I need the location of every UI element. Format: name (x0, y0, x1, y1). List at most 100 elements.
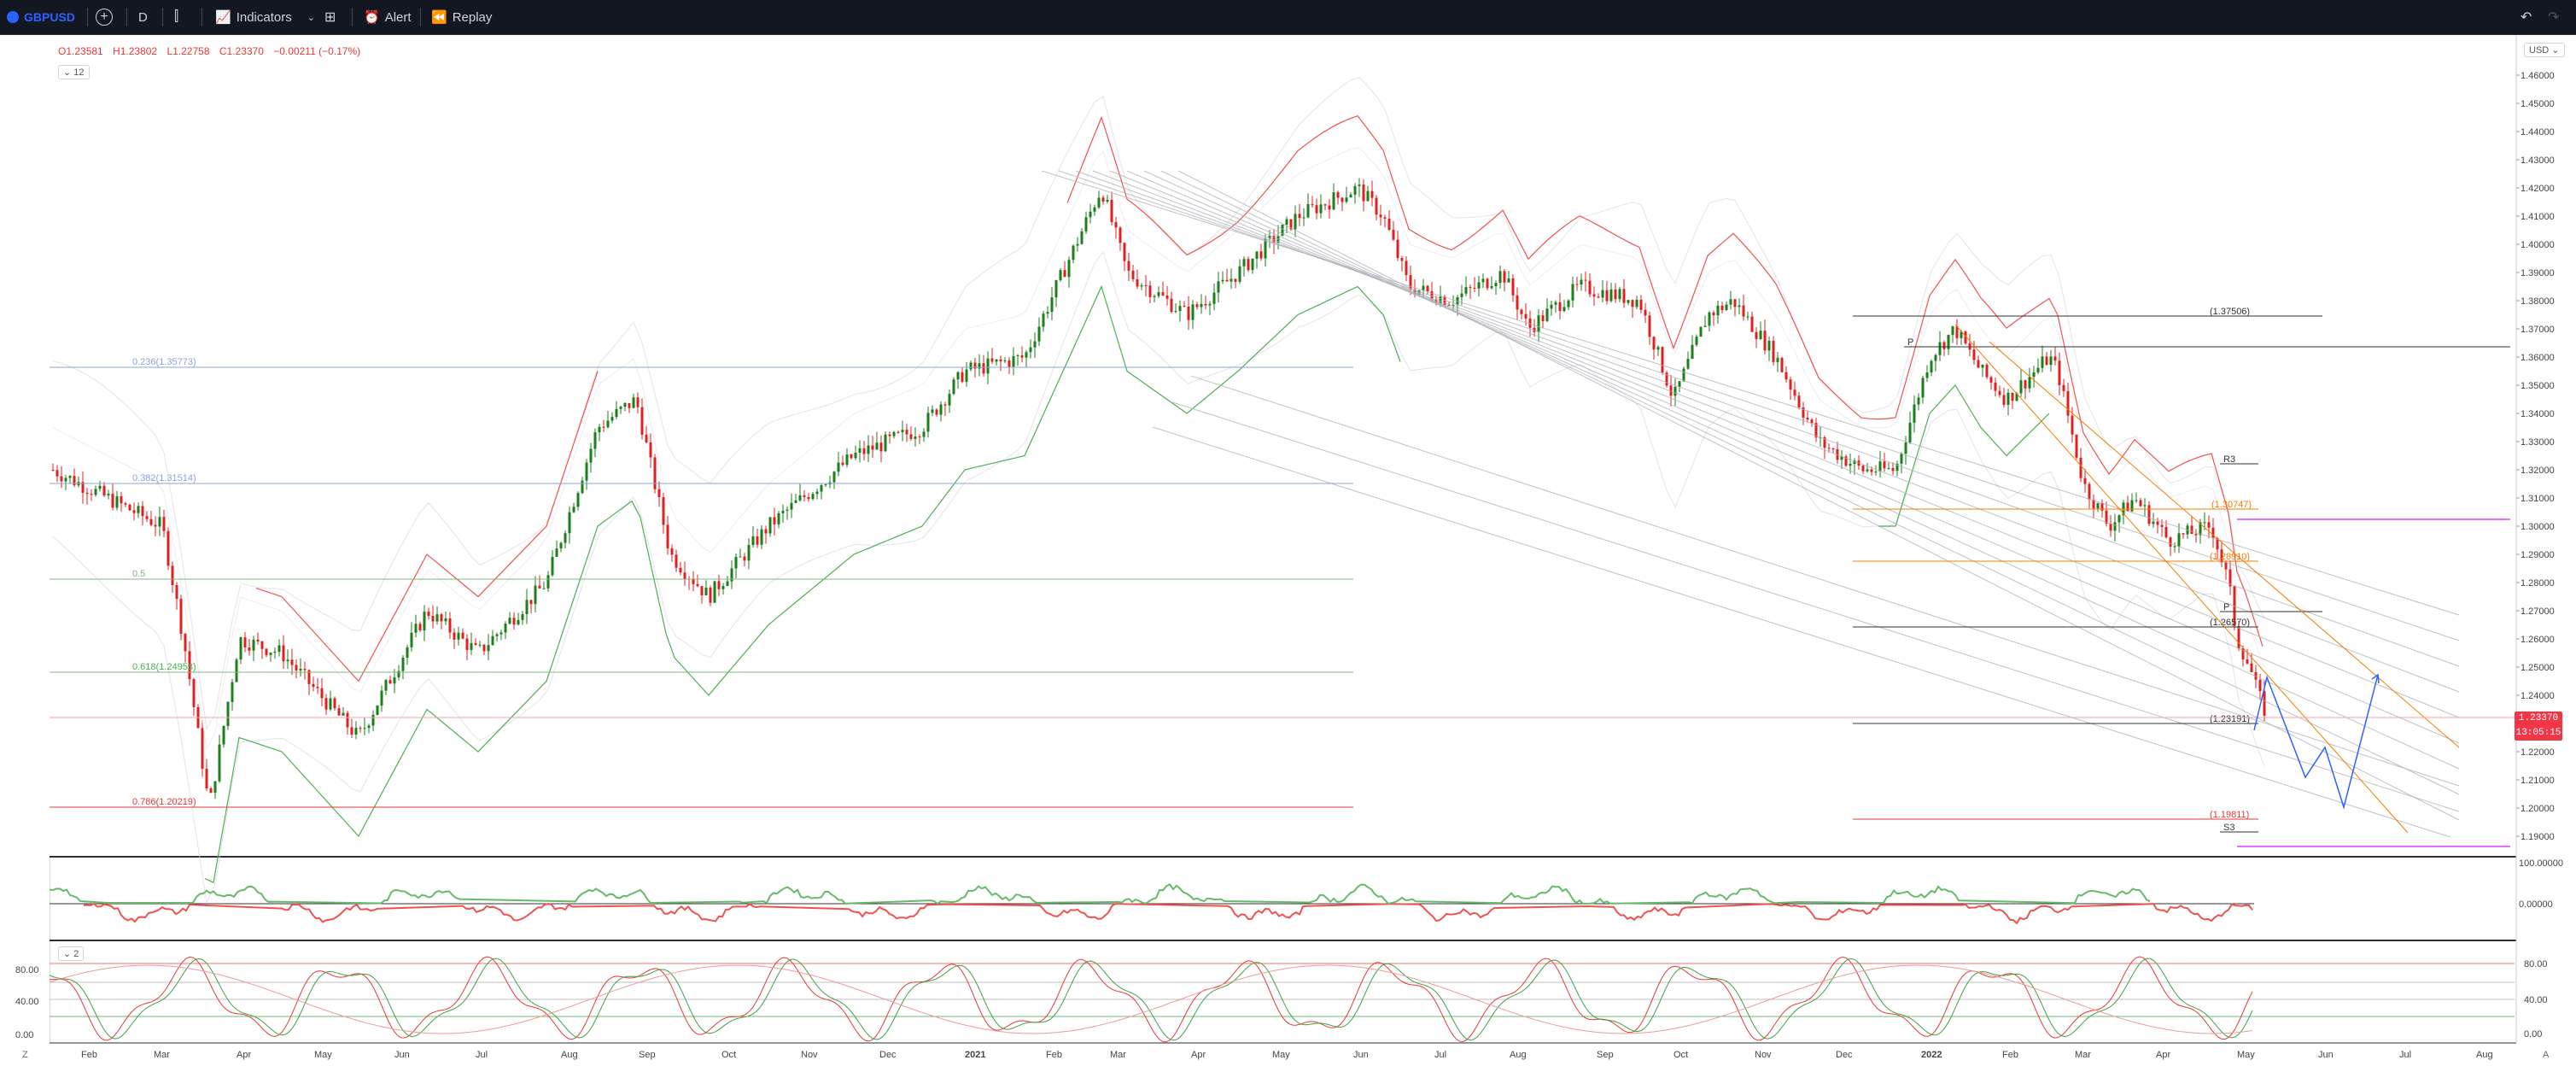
price-bar-body (239, 637, 242, 660)
price-bar-body (854, 452, 857, 459)
time-axis-label: Jun (1353, 1050, 1369, 1060)
undo-button[interactable]: ↶ (2521, 0, 2532, 34)
price-bar-body (1981, 364, 1984, 368)
pivot-level-label: P (1907, 337, 1913, 348)
price-bar-body (615, 408, 618, 418)
price-bar-body (423, 612, 426, 631)
price-bar-body (1362, 184, 1365, 202)
price-bar-body (192, 679, 196, 707)
price-bar-body (1776, 357, 1779, 362)
price-bar-body (837, 462, 840, 472)
price-bar-body (1016, 355, 1019, 357)
price-bar-body (1153, 296, 1156, 297)
last-price-value: 1.23370 (2518, 713, 2559, 723)
redo-button[interactable]: ↷ (2548, 0, 2559, 34)
price-bar-body (1840, 456, 1843, 460)
price-bar-body (1802, 407, 1805, 418)
price-bar-body (1131, 270, 1135, 279)
alert-label: Alert (384, 9, 412, 25)
price-bar-body (320, 688, 324, 699)
price-bar-body (2049, 356, 2053, 366)
price-bar-body (948, 394, 951, 406)
auto-scale-button[interactable]: A (2543, 1050, 2550, 1060)
price-bar-body (158, 517, 161, 527)
price-bar-body (692, 579, 695, 584)
symbol-search[interactable]: GBPUSD (7, 0, 75, 34)
alarm-clock-icon: ⏰ (364, 10, 380, 25)
currency-selector[interactable]: USD ⌄ (2524, 43, 2565, 57)
price-bar-body (1712, 312, 1715, 316)
price-bar-body (1396, 239, 1399, 259)
price-bar-body (2241, 648, 2245, 659)
interval-button[interactable]: D (138, 0, 148, 34)
pane3-collapse-toggle[interactable]: ⌄ 2 (58, 946, 85, 961)
compare-button[interactable]: + (96, 0, 118, 34)
price-bar-body (307, 670, 311, 684)
stoch-left-tick-label: 0.00 (15, 1030, 33, 1040)
price-bar-body (1119, 227, 1122, 243)
close-value: C1.23370 (219, 45, 264, 57)
price-bar-body (845, 454, 849, 466)
time-axis-label: Oct (1674, 1050, 1688, 1060)
price-bar-body (1588, 280, 1592, 295)
indicators-icon: 📈 (215, 10, 231, 25)
chart-type-button[interactable]: ⫿ (174, 0, 178, 34)
price-tick-label: 1.43000 (2521, 155, 2555, 166)
price-bar-body (1870, 469, 1873, 472)
price-bar-body (969, 362, 973, 370)
price-bar-body (901, 430, 904, 433)
price-bar-body (1460, 293, 1463, 297)
price-bar-body (1755, 331, 1758, 339)
price-bar-body (55, 470, 59, 477)
price-bar-body (1960, 331, 1963, 338)
price-tick-label: 1.24000 (2521, 691, 2555, 701)
price-bar-body (418, 624, 422, 631)
price-bar-body (1994, 382, 1997, 391)
currency-label: USD (2529, 45, 2550, 56)
price-bar-body (1656, 347, 1660, 350)
price-bar-body (1464, 287, 1468, 294)
price-bar-body (273, 652, 277, 653)
price-bar-body (1221, 279, 1224, 282)
pivot-level-label: (1.19811) (2210, 810, 2249, 820)
price-bar-body (448, 618, 452, 633)
fib-level-label: 0.5 (132, 569, 145, 579)
price-bar-body (961, 372, 964, 383)
price-bar-body (1336, 192, 1340, 198)
price-bar-body (2203, 522, 2206, 524)
pivot-level-label: (1.23191) (2210, 714, 2250, 724)
replay-button[interactable]: ⏪ Replay (431, 0, 492, 34)
price-bar-body (1285, 219, 1288, 226)
alert-button[interactable]: ⏰ Alert (364, 0, 412, 34)
zoom-reset-button[interactable]: Z (22, 1050, 28, 1060)
price-bar-body (90, 494, 93, 495)
price-tick-label: 1.39000 (2521, 268, 2555, 278)
time-axis-label: Jun (394, 1050, 410, 1060)
price-bar-body (1140, 284, 1143, 287)
price-bar-body (444, 618, 447, 622)
indicators-collapse-toggle[interactable]: ⌄ 12 (58, 65, 90, 79)
price-bar-body (1289, 219, 1293, 230)
time-axis-label: Feb (1046, 1050, 1062, 1060)
price-bar-body (2246, 659, 2249, 664)
templates-button[interactable]: ⊞ (324, 0, 336, 34)
fib-level-label: 0.236(1.35773) (132, 357, 196, 367)
price-bar-body (670, 548, 674, 555)
price-bar-body (2250, 663, 2253, 672)
price-tick-label: 1.35000 (2521, 381, 2555, 391)
price-bar-body (1797, 395, 1801, 407)
pivot-level-label: (1.30747) (2211, 500, 2252, 510)
price-bar-body (1738, 305, 1741, 308)
price-bar-body (1691, 344, 1694, 360)
price-bar-body (107, 494, 110, 496)
price-bar-body (1392, 230, 1395, 240)
price-bar-body (1652, 337, 1656, 350)
price-tick-label: 1.32000 (2521, 466, 2555, 476)
price-bar-body (662, 496, 665, 525)
price-bar-body (440, 614, 443, 622)
price-bar-body (1204, 303, 1207, 306)
indicators-button[interactable]: 📈 Indicators ⌄ (215, 0, 315, 34)
price-bar-body (773, 517, 776, 524)
templates-icon: ⊞ (324, 10, 336, 25)
